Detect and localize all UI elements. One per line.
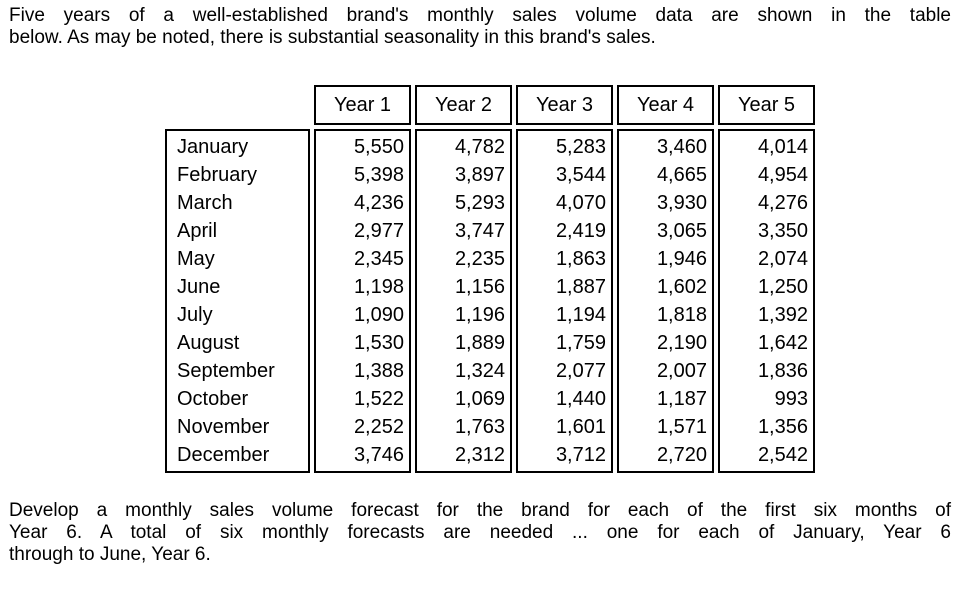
sales-value: 2,345 [353, 248, 404, 270]
month-column: January February March April May June Ju… [165, 129, 310, 473]
sales-value: 1,530 [353, 332, 404, 354]
sales-value: 3,544 [555, 164, 606, 186]
year-header: Year 3 [516, 85, 613, 125]
month-label: September [177, 360, 275, 382]
sales-value: 3,712 [555, 444, 606, 466]
sales-value: 2,252 [353, 416, 404, 438]
sales-value: 4,665 [656, 164, 707, 186]
sales-value: 1,763 [454, 416, 505, 438]
sales-value: 5,398 [353, 164, 404, 186]
sales-value: 1,602 [656, 276, 707, 298]
month-label: May [177, 248, 215, 270]
month-label: April [177, 220, 218, 242]
sales-value: 2,312 [454, 444, 505, 466]
intro-paragraph: Five years of a well-established brand's… [9, 5, 951, 49]
sales-value: 3,930 [656, 192, 707, 214]
month-label: March [177, 192, 233, 214]
sales-value: 4,070 [555, 192, 606, 214]
sales-value: 1,522 [353, 388, 404, 410]
year1-column: 5,550 5,398 4,236 2,977 2,345 1,198 1,09… [314, 129, 411, 473]
sales-value: 4,954 [757, 164, 808, 186]
sales-value: 4,276 [757, 192, 808, 214]
task-line: Develop a monthly sales volume forecast … [9, 500, 951, 521]
sales-value: 1,889 [454, 332, 505, 354]
month-label: November [177, 416, 270, 438]
intro-line: below. As may be noted, there is substan… [9, 27, 656, 48]
sales-value: 3,897 [454, 164, 505, 186]
year4-column: 3,460 4,665 3,930 3,065 1,946 1,602 1,81… [617, 129, 714, 473]
sales-value: 1,356 [757, 416, 808, 438]
month-label: December [177, 444, 270, 466]
sales-value: 4,014 [757, 136, 808, 158]
table-corner-blank [165, 85, 310, 125]
sales-value: 1,196 [454, 304, 505, 326]
sales-value: 2,235 [454, 248, 505, 270]
month-label: February [177, 164, 258, 186]
sales-value: 1,887 [555, 276, 606, 298]
intro-line: Five years of a well-established brand's… [9, 5, 951, 26]
sales-value: 1,069 [454, 388, 505, 410]
sales-value: 1,392 [757, 304, 808, 326]
sales-value: 3,746 [353, 444, 404, 466]
table-header-row: Year 1 Year 2 Year 3 Year 4 Year 5 [165, 85, 815, 125]
sales-value: 5,550 [353, 136, 404, 158]
sales-value: 1,090 [353, 304, 404, 326]
sales-value: 1,818 [656, 304, 707, 326]
sales-value: 3,350 [757, 220, 808, 242]
sales-value: 3,065 [656, 220, 707, 242]
sales-value: 2,542 [757, 444, 808, 466]
sales-value: 5,293 [454, 192, 505, 214]
sales-value: 2,007 [656, 360, 707, 382]
sales-value: 1,187 [656, 388, 707, 410]
month-label: August [177, 332, 240, 354]
sales-value: 1,946 [656, 248, 707, 270]
year5-column: 4,014 4,954 4,276 3,350 2,074 1,250 1,39… [718, 129, 815, 473]
year3-column: 5,283 3,544 4,070 2,419 1,863 1,887 1,19… [516, 129, 613, 473]
sales-value: 1,571 [656, 416, 707, 438]
task-line: Year 6. A total of six monthly forecasts… [9, 522, 951, 543]
month-label: June [177, 276, 221, 298]
sales-value: 2,977 [353, 220, 404, 242]
sales-table: Year 1 Year 2 Year 3 Year 4 Year 5 Janua… [161, 81, 819, 477]
task-paragraph: Develop a monthly sales volume forecast … [9, 500, 951, 566]
sales-value: 1,836 [757, 360, 808, 382]
year-header: Year 2 [415, 85, 512, 125]
sales-value: 993 [774, 388, 808, 410]
sales-value: 1,642 [757, 332, 808, 354]
sales-value: 1,194 [555, 304, 606, 326]
sales-value: 5,283 [555, 136, 606, 158]
sales-value: 1,601 [555, 416, 606, 438]
month-label: July [177, 304, 213, 326]
year-header: Year 5 [718, 85, 815, 125]
month-label: October [177, 388, 249, 410]
sales-value: 1,324 [454, 360, 505, 382]
sales-value: 1,440 [555, 388, 606, 410]
year-header: Year 1 [314, 85, 411, 125]
sales-value: 2,190 [656, 332, 707, 354]
year2-column: 4,782 3,897 5,293 3,747 2,235 1,156 1,19… [415, 129, 512, 473]
sales-value: 3,747 [454, 220, 505, 242]
task-line: through to June, Year 6. [9, 544, 211, 565]
sales-value: 2,077 [555, 360, 606, 382]
sales-value: 4,782 [454, 136, 505, 158]
month-label: January [177, 136, 249, 158]
sales-value: 2,419 [555, 220, 606, 242]
sales-value: 1,250 [757, 276, 808, 298]
sales-value: 3,460 [656, 136, 707, 158]
sales-value: 1,156 [454, 276, 505, 298]
sales-value: 4,236 [353, 192, 404, 214]
sales-value: 2,720 [656, 444, 707, 466]
sales-value: 1,388 [353, 360, 404, 382]
sales-value: 1,863 [555, 248, 606, 270]
sales-value: 2,074 [757, 248, 808, 270]
table-body-row: January February March April May June Ju… [165, 129, 815, 473]
year-header: Year 4 [617, 85, 714, 125]
sales-value: 1,198 [353, 276, 404, 298]
sales-value: 1,759 [555, 332, 606, 354]
